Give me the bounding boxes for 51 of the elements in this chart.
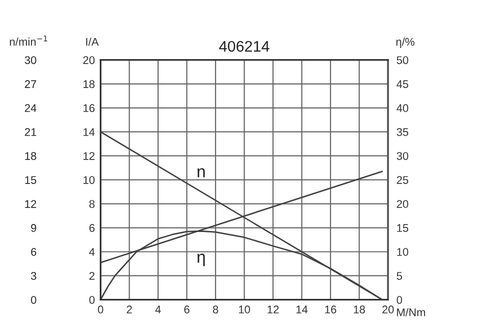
y3-tick-label: 24 (24, 104, 36, 112)
x-tick-label: 2 (126, 306, 132, 314)
y2-tick-label: 45 (396, 80, 408, 88)
y-tick-label: 20 (83, 56, 95, 64)
y2-axis-title: η/% (396, 38, 414, 48)
y2-tick-label: 15 (397, 224, 408, 232)
x-tick-label: 14 (296, 306, 308, 314)
y-tick-label: 6 (89, 224, 95, 232)
y3-tick-label: 0 (30, 296, 36, 304)
x-tick-label: 8 (212, 306, 218, 314)
y2-tick-label: 35 (396, 128, 408, 136)
x-tick-label: 16 (325, 306, 336, 314)
y2-tick-label: 0 (396, 296, 402, 304)
y2-tick-label: 25 (396, 176, 408, 184)
x-tick-label: 12 (268, 306, 279, 314)
y3-tick-label: 18 (25, 152, 36, 160)
y-tick-label: 10 (84, 176, 95, 184)
y3-tick-label: 6 (31, 248, 36, 256)
y2-tick-label: 20 (396, 200, 408, 208)
y-tick-label: 0 (89, 296, 95, 304)
y2-tick-label: 5 (396, 272, 402, 280)
y-tick-label: 8 (89, 200, 95, 208)
series-label: n (198, 168, 205, 178)
y-axis-title: I/A (86, 38, 99, 46)
x-tick-label: 18 (354, 306, 365, 314)
y3-tick-label: 27 (24, 80, 36, 88)
x-tick-label: 6 (184, 306, 190, 314)
y-tick-label: 16 (84, 104, 95, 112)
y-tick-label: 14 (84, 128, 95, 136)
series-label: η (197, 254, 205, 266)
x-tick-label: 10 (238, 306, 250, 314)
y-tick-label: 4 (89, 248, 95, 256)
y3-tick-label: 3 (30, 272, 36, 280)
x-tick-label: 20 (382, 306, 394, 314)
y3-tick-label: 30 (24, 56, 36, 64)
x-tick-label: 0 (98, 306, 104, 314)
y3-tick-label: 21 (24, 128, 36, 136)
y3-tick-label: 15 (25, 176, 36, 184)
y-tick-label: 2 (89, 272, 94, 280)
y2-tick-label: 50 (396, 56, 408, 64)
y-tick-label: 18 (84, 80, 95, 88)
y3-tick-label: 12 (25, 200, 36, 208)
y2-tick-label: 10 (397, 248, 408, 256)
x-axis-title: M/Nm (397, 308, 426, 316)
y-tick-label: 12 (84, 152, 94, 160)
y3-axis-title: n/min$^{−1}$ (10, 36, 48, 46)
y2-tick-label: 40 (396, 104, 408, 112)
y2-tick-label: 30 (396, 152, 408, 160)
chart-title: 406214 (219, 40, 270, 52)
y3-tick-label: 9 (31, 224, 36, 232)
x-tick-label: 4 (155, 306, 161, 314)
